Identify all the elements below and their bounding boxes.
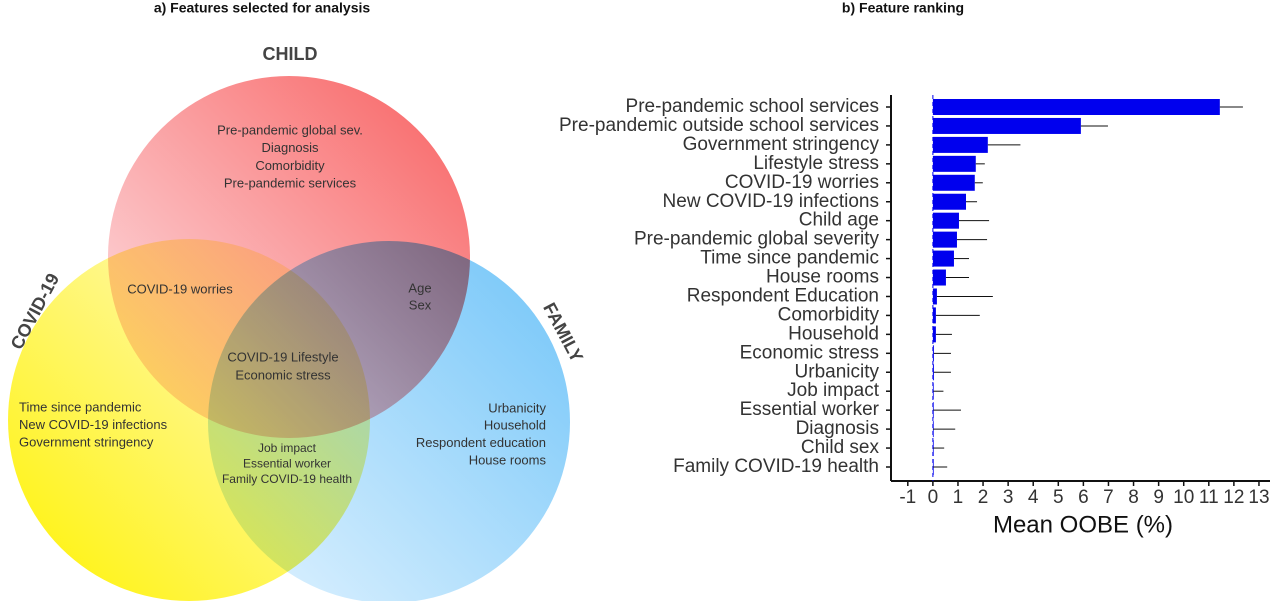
x-tick-label: 2 [978,487,989,508]
bar [932,155,976,172]
y-tick-label: Economic stress [740,342,879,363]
x-tick-label: 11 [1199,487,1219,508]
y-tick-label: Time since pandemic [700,248,879,269]
region-label: Pre-pandemic global sev. [217,122,363,137]
region-label: Family COVID-19 health [222,472,352,486]
bar [932,212,959,229]
region-label: COVID-19 worries [127,281,233,296]
bar [932,136,988,153]
y-tick-label: Pre-pandemic outside school services [559,115,879,136]
y-tick-label: New COVID-19 infections [663,191,879,212]
region-label: Household [484,418,546,433]
bar [932,288,937,305]
bar [932,364,934,381]
region-label: Essential worker [243,457,331,471]
y-tick-label: Urbanicity [795,361,880,382]
region-label: New COVID-19 infections [19,417,168,432]
y-tick-label: Government stringency [683,134,880,155]
region-label: Economic stress [235,367,331,382]
region-label: Comorbidity [255,158,325,173]
bar [932,231,957,248]
region-label: Time since pandemic [19,399,142,414]
y-tick-label: Diagnosis [796,418,879,439]
x-tick-label: 8 [1128,487,1139,508]
x-tick-label: 10 [1173,487,1194,508]
y-tick-label: Essential worker [740,399,880,420]
bar [932,345,934,362]
region-label: Age [408,280,431,295]
x-tick-label: 9 [1153,487,1164,508]
y-tick-label: Pre-pandemic global severity [634,229,880,250]
y-tick-label: Household [788,323,879,344]
x-axis-label: Mean OOBE (%) [993,511,1173,538]
x-tick-label: 7 [1103,487,1114,508]
y-tick-label: Job impact [787,380,880,401]
bar [932,307,936,324]
y-tick-label: House rooms [766,267,879,288]
region-label: COVID-19 Lifestyle [227,349,338,364]
family-circle [208,241,570,601]
region-label: House rooms [469,452,547,467]
y-tick-label: Family COVID-19 health [673,456,879,477]
x-tick-label: 12 [1223,487,1244,508]
bar [932,383,934,400]
region-label: Pre-pandemic services [224,176,357,191]
y-tick-label: Lifestyle stress [753,153,879,174]
x-tick-label: 13 [1248,487,1269,508]
x-tick-label: -1 [899,487,916,508]
x-tick-label: 5 [1053,487,1064,508]
region-label: Sex [409,297,432,312]
region-label: Diagnosis [261,140,319,155]
y-tick-label: Respondent Education [687,285,879,306]
bar [932,326,936,343]
bar [932,174,975,191]
y-tick-label: Comorbidity [778,304,880,325]
x-tick-label: 3 [1003,487,1014,508]
y-tick-label: COVID-19 worries [725,172,879,193]
x-tick-label: 0 [928,487,939,508]
region-label: Job impact [258,441,317,455]
x-tick-label: 4 [1028,487,1039,508]
y-tick-label: Child age [799,210,879,231]
region-label: Government stringency [19,434,154,449]
bar [932,193,966,210]
x-tick-label: 6 [1078,487,1089,508]
venn-title: a) Features selected for analysis [154,0,371,16]
bar [932,402,934,419]
chart-title: b) Feature ranking [842,0,964,16]
y-tick-label: Child sex [801,437,880,458]
set-label: CHILD [263,44,318,64]
bar [932,269,946,286]
bar [932,117,1081,134]
bar [932,250,954,267]
venn [8,76,570,601]
bar [932,99,1220,115]
region-label: Respondent education [416,435,546,450]
region-label: Urbanicity [488,400,546,415]
y-tick-label: Pre-pandemic school services [626,96,879,117]
x-tick-label: 1 [953,487,964,508]
